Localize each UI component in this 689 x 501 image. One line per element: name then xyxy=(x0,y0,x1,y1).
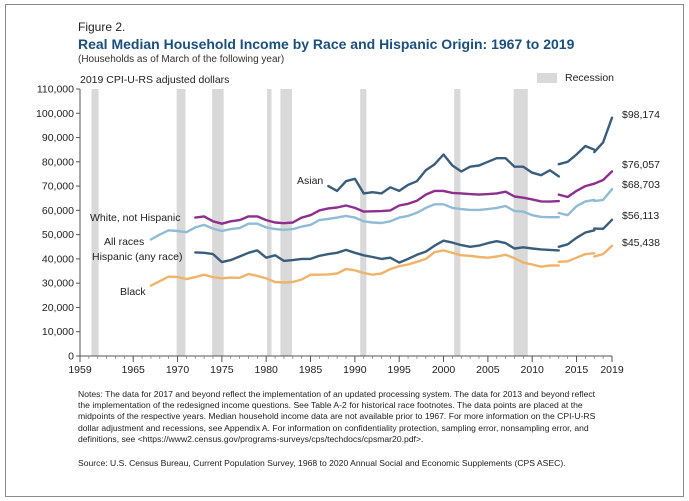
end-value-label: $76,057 xyxy=(622,159,660,171)
y-tick-label: 40,000 xyxy=(42,253,74,265)
y-axis-units-label: 2019 CPI-U-RS adjusted dollars xyxy=(80,74,230,86)
chart-notes: Notes: The data for 2017 and beyond refl… xyxy=(78,389,596,444)
y-tick-label: 10,000 xyxy=(42,326,74,338)
series-label-black: Black xyxy=(120,286,146,298)
y-tick-label: 60,000 xyxy=(42,205,74,217)
series-line-black-1 xyxy=(149,249,560,287)
x-tick-label: 2005 xyxy=(476,364,500,376)
series-line-white-not-hispanic-3 xyxy=(593,170,614,185)
series-line-asian-3 xyxy=(593,116,614,154)
x-tick-label: 1959 xyxy=(68,364,92,376)
series-line-black-2 xyxy=(557,252,596,263)
x-tick-label: 1970 xyxy=(166,364,190,376)
x-tick-label: 1965 xyxy=(122,364,146,376)
x-tick-label: 2015 xyxy=(565,364,589,376)
chart-source: Source: U.S. Census Bureau, Current Popu… xyxy=(78,458,566,468)
series-label-hispanic-any-race: Hispanic (any race) xyxy=(92,251,182,263)
series-line-hispanic-any-race-1 xyxy=(194,239,560,264)
legend-recession-label: Recession xyxy=(565,72,615,84)
x-tick-label: 1985 xyxy=(299,364,323,376)
recession-band-2 xyxy=(176,89,186,356)
series-line-black-3 xyxy=(593,244,614,258)
recession-band-4 xyxy=(267,89,272,356)
series-line-all-races-1 xyxy=(149,203,560,241)
x-tick-label: 1995 xyxy=(388,364,412,376)
y-tick-label: 110,000 xyxy=(37,84,74,96)
series-labels: Asian White, not Hispanic All races Hispani… xyxy=(90,109,660,298)
series-line-asian-2 xyxy=(557,144,596,166)
legend: Recession xyxy=(537,72,614,84)
series-line-white-not-hispanic-2 xyxy=(557,182,596,199)
recession-band-8 xyxy=(513,89,528,356)
y-tick-label: 50,000 xyxy=(42,229,74,241)
series-line-hispanic-any-race-2 xyxy=(557,229,596,249)
series-line-all-races-3 xyxy=(593,187,614,203)
end-value-label: $98,174 xyxy=(622,109,660,121)
recession-band-1 xyxy=(91,89,99,356)
chart-title: Real Median Household Income by Race and… xyxy=(78,36,575,52)
legend-recession-swatch xyxy=(537,73,557,83)
x-tick-label: 1980 xyxy=(255,364,279,376)
end-value-label: $56,113 xyxy=(622,210,659,222)
end-value-label: $45,438 xyxy=(622,237,660,249)
y-tick-label: 70,000 xyxy=(42,181,74,193)
series-lines xyxy=(149,116,614,287)
x-tick-label: 1990 xyxy=(343,364,367,376)
chart-subtitle: (Households as of March of the following… xyxy=(78,54,285,65)
series-line-asian-1 xyxy=(327,153,560,195)
y-tick-label: 0 xyxy=(68,351,74,363)
series-label-all-races: All races xyxy=(104,236,144,248)
y-tick-label: 100,000 xyxy=(36,108,74,120)
axes: 0 10,000 20,000 30,000 40,000 50,000 60,000 70,… xyxy=(36,84,624,377)
series-label-asian: Asian xyxy=(297,175,323,187)
recession-band-6 xyxy=(360,89,367,356)
y-tick-label: 80,000 xyxy=(42,156,74,168)
x-tick-label: 2019 xyxy=(600,364,624,376)
y-tick-label: 30,000 xyxy=(42,278,74,290)
figure-frame xyxy=(5,4,684,497)
series-label-white-not-hispanic: White, not Hispanic xyxy=(90,212,180,224)
figure-label: Figure 2. xyxy=(78,20,126,34)
x-tick-label: 2000 xyxy=(432,364,456,376)
series-line-hispanic-any-race-3 xyxy=(593,218,614,231)
end-value-label: $68,703 xyxy=(622,179,660,191)
recession-band-7 xyxy=(454,89,461,356)
y-tick-label: 90,000 xyxy=(42,132,74,144)
series-line-all-races-2 xyxy=(557,198,596,217)
x-tick-label: 1975 xyxy=(210,364,234,376)
x-tick-label: 2010 xyxy=(521,364,545,376)
series-line-white-not-hispanic-1 xyxy=(194,189,560,225)
y-tick-label: 20,000 xyxy=(42,302,74,314)
